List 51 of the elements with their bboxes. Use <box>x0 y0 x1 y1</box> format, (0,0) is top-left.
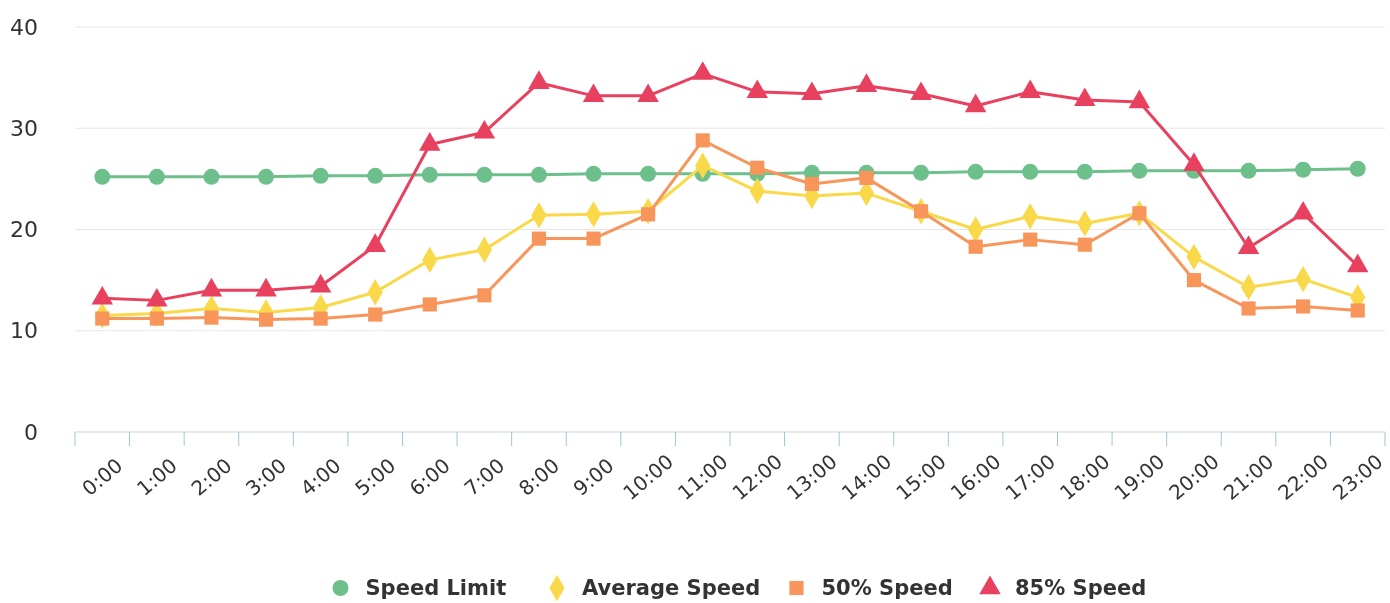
point <box>476 166 493 183</box>
point <box>586 231 601 246</box>
point <box>1295 161 1312 178</box>
point <box>695 133 710 148</box>
point <box>312 167 329 184</box>
point <box>1022 163 1039 180</box>
point <box>750 160 765 175</box>
point <box>1131 162 1148 179</box>
point <box>859 170 874 185</box>
y-tick-label: 40 <box>10 14 38 40</box>
point <box>530 166 547 183</box>
point <box>968 239 983 254</box>
point <box>203 168 220 185</box>
point <box>1296 299 1311 314</box>
point <box>367 167 384 184</box>
point <box>1350 303 1365 318</box>
point <box>967 163 984 180</box>
point <box>1240 162 1257 179</box>
legend-label: 85% Speed <box>1015 576 1147 601</box>
point <box>1132 206 1147 221</box>
point <box>641 207 656 222</box>
y-tick-label: 20 <box>10 217 38 243</box>
point <box>148 168 165 185</box>
point <box>258 312 274 327</box>
point <box>477 288 492 303</box>
y-tick-label: 10 <box>10 318 38 344</box>
point <box>204 310 219 325</box>
point <box>258 168 275 185</box>
point <box>1241 301 1256 316</box>
point <box>531 231 547 246</box>
point <box>804 176 819 192</box>
legend-label: Average Speed <box>582 576 761 601</box>
point <box>585 165 602 182</box>
point <box>149 311 164 326</box>
legend-label: 50% Speed <box>821 576 953 601</box>
point <box>1186 273 1202 288</box>
point <box>1349 160 1366 177</box>
point <box>640 165 657 182</box>
point <box>368 307 383 322</box>
point <box>1077 237 1092 252</box>
y-tick-label: 30 <box>10 115 38 141</box>
y-tick-label: 0 <box>24 419 38 445</box>
point <box>422 297 437 312</box>
point <box>421 166 438 183</box>
point <box>913 204 929 219</box>
legend-label: Speed Limit <box>365 576 507 601</box>
point <box>313 311 328 326</box>
point <box>94 168 111 185</box>
point <box>1076 163 1093 180</box>
point <box>1023 232 1038 247</box>
point <box>913 164 930 181</box>
